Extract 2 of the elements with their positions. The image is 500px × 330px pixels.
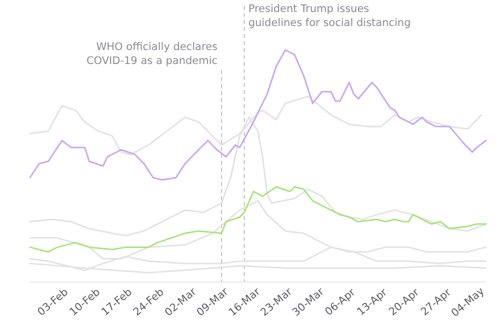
ref-line-label: WHO officially declares COVID-19 as a pandemic <box>86 41 218 67</box>
ref-line-label: President Trump issues guidelines for social distancing <box>248 3 411 29</box>
